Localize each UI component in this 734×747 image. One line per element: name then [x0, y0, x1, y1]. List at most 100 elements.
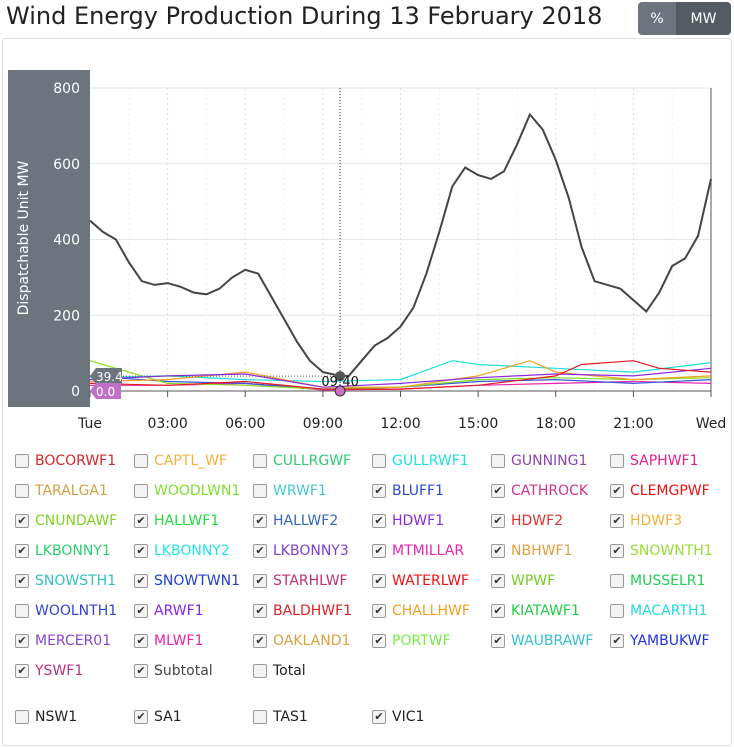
checkbox-checked[interactable]: ✔ [253, 574, 267, 588]
checkbox-unchecked[interactable] [491, 454, 505, 468]
checkbox-checked[interactable]: ✔ [134, 634, 148, 648]
checkbox-checked[interactable]: ✔ [372, 574, 386, 588]
checkbox-checked[interactable]: ✔ [372, 634, 386, 648]
unit-checkbox-yswf1[interactable]: ✔ YSWF1 [15, 663, 83, 679]
unit-checkbox-waterlwf[interactable]: ✔ WATERLWF [372, 573, 469, 589]
checkbox-checked[interactable]: ✔ [372, 544, 386, 558]
unit-checkbox-lkbonny3[interactable]: ✔ LKBONNY3 [253, 543, 349, 559]
checkbox-checked[interactable]: ✔ [610, 484, 624, 498]
checkbox-unchecked[interactable] [610, 454, 624, 468]
checkbox-unchecked[interactable] [610, 574, 624, 588]
checkbox-unchecked[interactable] [15, 604, 29, 618]
checkbox-checked[interactable]: ✔ [134, 574, 148, 588]
unit-checkbox-cathrock[interactable]: ✔ CATHROCK [491, 483, 588, 499]
unit-checkbox-captl_wf[interactable]: CAPTL_WF [134, 453, 227, 469]
checkbox-checked[interactable]: ✔ [253, 604, 267, 618]
checkbox-checked[interactable]: ✔ [253, 544, 267, 558]
checkbox-checked[interactable]: ✔ [134, 604, 148, 618]
checkbox-unchecked[interactable] [134, 484, 148, 498]
checkbox-checked[interactable]: ✔ [491, 484, 505, 498]
unit-checkbox-hdwf1[interactable]: ✔ HDWF1 [372, 513, 444, 529]
checkbox-checked[interactable]: ✔ [15, 634, 29, 648]
region-checkbox-tas1[interactable]: TAS1 [253, 709, 308, 725]
unit-checkbox-snownth1[interactable]: ✔ SNOWNTH1 [610, 543, 713, 559]
unit-checkbox-taralga1[interactable]: TARALGA1 [15, 483, 108, 499]
unit-checkbox-subtotal[interactable]: ✔ Subtotal [134, 663, 213, 679]
checkbox-checked[interactable]: ✔ [491, 544, 505, 558]
checkbox-unchecked[interactable] [134, 454, 148, 468]
checkbox-checked[interactable]: ✔ [15, 664, 29, 678]
checkbox-checked[interactable]: ✔ [134, 664, 148, 678]
checkbox-unchecked[interactable] [610, 604, 624, 618]
unit-checkbox-woodlwn1[interactable]: WOODLWN1 [134, 483, 240, 499]
checkbox-checked[interactable]: ✔ [15, 574, 29, 588]
unit-checkbox-waubrawf[interactable]: ✔ WAUBRAWF [491, 633, 593, 649]
unit-checkbox-mtmillar[interactable]: ✔ MTMILLAR [372, 543, 464, 559]
unit-checkbox-total[interactable]: Total [253, 663, 306, 679]
percent-button[interactable]: % [638, 2, 676, 35]
checkbox-checked[interactable]: ✔ [610, 544, 624, 558]
checkbox-unchecked[interactable] [253, 454, 267, 468]
unit-checkbox-woolnth1[interactable]: WOOLNTH1 [15, 603, 117, 619]
unit-checkbox-baldhwf1[interactable]: ✔ BALDHWF1 [253, 603, 352, 619]
unit-checkbox-cullrgwf[interactable]: CULLRGWF [253, 453, 351, 469]
unit-checkbox-lkbonny2[interactable]: ✔ LKBONNY2 [134, 543, 230, 559]
unit-checkbox-snowsth1[interactable]: ✔ SNOWSTH1 [15, 573, 116, 589]
unit-checkbox-cnundawf[interactable]: ✔ CNUNDAWF [15, 513, 117, 529]
unit-checkbox-arwf1[interactable]: ✔ ARWF1 [134, 603, 204, 619]
region-checkbox-vic1[interactable]: ✔ VIC1 [372, 709, 424, 725]
checkbox-checked[interactable]: ✔ [491, 604, 505, 618]
unit-checkbox-saphwf1[interactable]: SAPHWF1 [610, 453, 699, 469]
checkbox-checked[interactable]: ✔ [610, 634, 624, 648]
unit-checkbox-hallwf2[interactable]: ✔ HALLWF2 [253, 513, 338, 529]
unit-checkbox-hallwf1[interactable]: ✔ HALLWF1 [134, 513, 219, 529]
checkbox-checked[interactable]: ✔ [253, 514, 267, 528]
checkbox-unchecked[interactable] [15, 710, 29, 724]
unit-checkbox-clemgpwf[interactable]: ✔ CLEMGPWF [610, 483, 710, 499]
unit-checkbox-oakland1[interactable]: ✔ OAKLAND1 [253, 633, 350, 649]
unit-checkbox-wrwf1[interactable]: WRWF1 [253, 483, 327, 499]
line-chart[interactable]: 0 200 400 600 800 Tue 03:00 06:00 09:00 12:00 15:0… [0, 0, 734, 440]
checkbox-checked[interactable]: ✔ [134, 710, 148, 724]
unit-checkbox-hdwf2[interactable]: ✔ HDWF2 [491, 513, 563, 529]
checkbox-checked[interactable]: ✔ [372, 604, 386, 618]
unit-checkbox-gullrwf1[interactable]: GULLRWF1 [372, 453, 469, 469]
checkbox-checked[interactable]: ✔ [491, 574, 505, 588]
checkbox-checked[interactable]: ✔ [253, 634, 267, 648]
checkbox-unchecked[interactable] [253, 484, 267, 498]
unit-checkbox-mlwf1[interactable]: ✔ MLWF1 [134, 633, 203, 649]
unit-checkbox-nbhwf1[interactable]: ✔ NBHWF1 [491, 543, 572, 559]
checkbox-unchecked[interactable] [372, 454, 386, 468]
checkbox-checked[interactable]: ✔ [372, 484, 386, 498]
checkbox-checked[interactable]: ✔ [372, 514, 386, 528]
region-checkbox-nsw1[interactable]: NSW1 [15, 709, 77, 725]
checkbox-unchecked[interactable] [15, 484, 29, 498]
unit-checkbox-kiatawf1[interactable]: ✔ KIATAWF1 [491, 603, 580, 619]
unit-checkbox-macarth1[interactable]: MACARTH1 [610, 603, 707, 619]
unit-checkbox-lkbonny1[interactable]: ✔ LKBONNY1 [15, 543, 111, 559]
checkbox-checked[interactable]: ✔ [134, 514, 148, 528]
checkbox-checked[interactable]: ✔ [15, 544, 29, 558]
unit-checkbox-bluff1[interactable]: ✔ BLUFF1 [372, 483, 444, 499]
unit-checkbox-musselr1[interactable]: MUSSELR1 [610, 573, 705, 589]
unit-checkbox-wpwf[interactable]: ✔ WPWF [491, 573, 555, 589]
unit-checkbox-yambukwf[interactable]: ✔ YAMBUKWF [610, 633, 710, 649]
unit-checkbox-portwf[interactable]: ✔ PORTWF [372, 633, 451, 649]
region-checkbox-sa1[interactable]: ✔ SA1 [134, 709, 182, 725]
unit-checkbox-bocorwf1[interactable]: BOCORWF1 [15, 453, 116, 469]
checkbox-unchecked[interactable] [253, 710, 267, 724]
unit-checkbox-snowtwn1[interactable]: ✔ SNOWTWN1 [134, 573, 240, 589]
checkbox-checked[interactable]: ✔ [372, 710, 386, 724]
checkbox-checked[interactable]: ✔ [610, 514, 624, 528]
mw-button[interactable]: MW [676, 2, 731, 35]
checkbox-unchecked[interactable] [253, 664, 267, 678]
checkbox-checked[interactable]: ✔ [134, 544, 148, 558]
unit-checkbox-hdwf3[interactable]: ✔ HDWF3 [610, 513, 682, 529]
checkbox-checked[interactable]: ✔ [15, 514, 29, 528]
checkbox-checked[interactable]: ✔ [491, 634, 505, 648]
unit-checkbox-gunning1[interactable]: GUNNING1 [491, 453, 587, 469]
checkbox-checked[interactable]: ✔ [491, 514, 505, 528]
unit-checkbox-mercer01[interactable]: ✔ MERCER01 [15, 633, 111, 649]
unit-checkbox-starhlwf[interactable]: ✔ STARHLWF [253, 573, 348, 589]
checkbox-unchecked[interactable] [15, 454, 29, 468]
